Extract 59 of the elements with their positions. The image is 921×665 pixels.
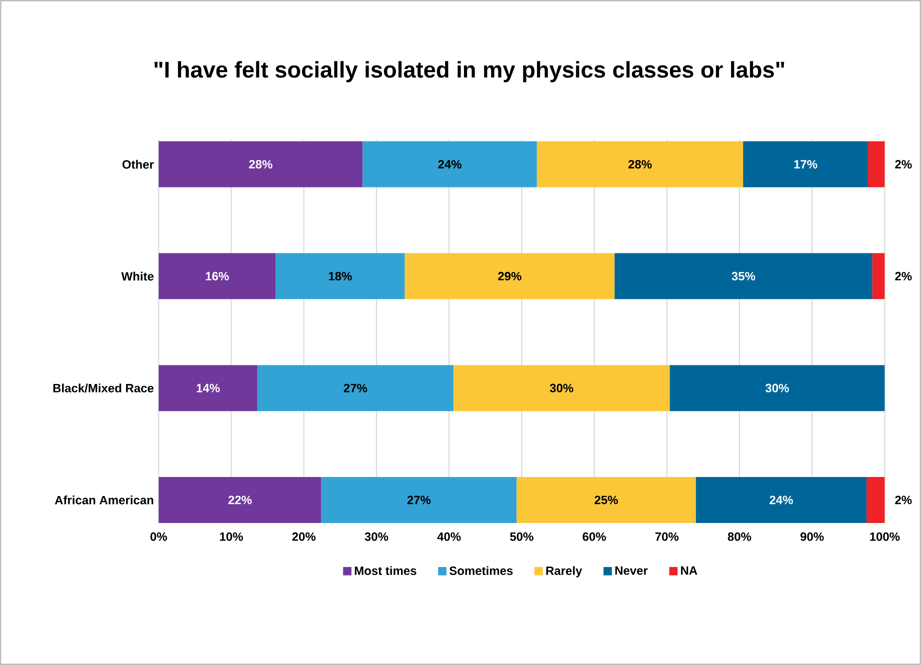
legend-label: Sometimes <box>449 566 513 576</box>
bar <box>404 253 615 300</box>
x-tick-label: 60% <box>582 532 606 541</box>
data-label: 35% <box>732 272 756 280</box>
bar <box>696 476 867 523</box>
bar <box>453 365 670 412</box>
x-tick-label: 70% <box>655 532 679 541</box>
x-tick-label: 40% <box>437 532 461 541</box>
y-tick-label: Other <box>122 160 154 169</box>
data-label: 14% <box>196 384 220 392</box>
bar <box>321 476 517 523</box>
bar <box>158 476 322 523</box>
bar <box>614 253 872 300</box>
bar <box>257 365 454 412</box>
bar <box>670 365 885 412</box>
data-label: 27% <box>344 384 368 392</box>
data-label: 27% <box>407 496 431 504</box>
bar <box>516 476 696 523</box>
bar <box>536 141 744 188</box>
data-label: 28% <box>628 160 652 169</box>
x-tick-label: 90% <box>800 532 824 541</box>
legend-label: Never <box>615 566 648 575</box>
data-label: 2% <box>895 272 912 280</box>
data-label: 18% <box>328 272 352 280</box>
x-tick-label: 30% <box>364 532 388 541</box>
bar <box>743 141 868 188</box>
x-tick-label: 0% <box>150 532 168 541</box>
x-tick-label: 100% <box>870 532 900 541</box>
legend-label: NA <box>681 566 698 575</box>
y-tick-label: White <box>121 272 154 281</box>
chart-title: "I have felt socially isolated in my physics classes or labs" <box>154 61 784 82</box>
x-tick-label: 80% <box>728 532 752 541</box>
data-label: 30% <box>550 384 574 392</box>
y-tick-label: African American <box>54 496 154 504</box>
x-tick-label: 50% <box>510 532 534 541</box>
data-label: 17% <box>794 160 818 168</box>
y-tick-label: Black/Mixed Race <box>53 384 154 393</box>
data-label: 28% <box>249 160 272 169</box>
legend-label: Most times <box>354 566 416 576</box>
x-tick-label: 10% <box>220 532 243 541</box>
data-label: 2% <box>895 496 912 504</box>
bar <box>362 141 537 188</box>
bar <box>872 253 885 300</box>
bar <box>276 253 405 300</box>
data-label: 2% <box>895 160 912 169</box>
bar <box>868 141 885 188</box>
bar <box>158 141 363 188</box>
data-label: 29% <box>498 272 522 280</box>
data-label: 22% <box>228 496 252 504</box>
data-label: 24% <box>438 160 462 169</box>
data-label: 24% <box>770 496 793 504</box>
data-label: 25% <box>594 496 618 504</box>
bar <box>158 365 258 412</box>
x-tick-label: 20% <box>292 532 316 541</box>
bar <box>158 253 276 300</box>
legend-label: Rarely <box>546 566 582 578</box>
data-label: 30% <box>765 384 789 392</box>
data-label: 16% <box>206 272 229 280</box>
bar <box>866 476 885 523</box>
